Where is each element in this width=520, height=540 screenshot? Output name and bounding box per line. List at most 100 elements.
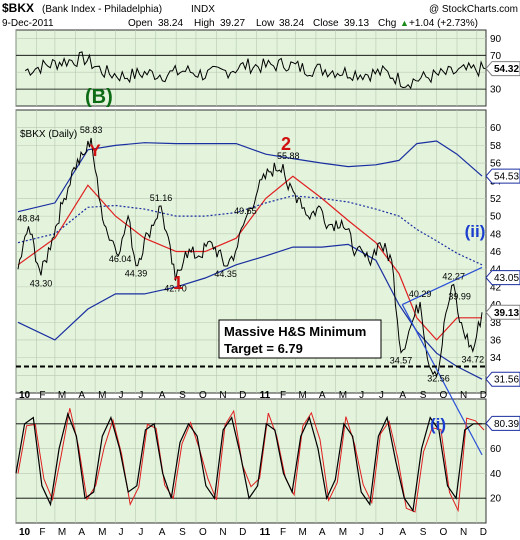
rsi-value-tag: 54.32 — [494, 64, 519, 75]
x-tick-label: D — [480, 390, 487, 401]
x-tick-label: J — [138, 390, 143, 401]
osc-value-tag-box — [485, 415, 520, 431]
x-tick-label: J — [138, 527, 143, 538]
wave-2-label: 2 — [281, 134, 291, 154]
osc-value-tag: 80.39 — [494, 419, 519, 430]
oscillator-signal-line — [17, 408, 485, 513]
wave-i-label: (i) — [430, 415, 446, 434]
price-y-tick-label: 50 — [490, 212, 502, 223]
price-label: 44.35 — [214, 269, 237, 279]
price-label: 48.84 — [17, 213, 40, 223]
price-label: 34.57 — [390, 356, 413, 366]
osc-y-tick-label: 40 — [490, 469, 502, 480]
x-tick-label: M — [298, 527, 306, 538]
price-y-tick-label: 36 — [490, 335, 502, 346]
price-y-tick-label: 48 — [490, 229, 502, 240]
x-tick-label: M — [58, 527, 66, 538]
x-tick-label: M — [58, 390, 66, 401]
price-value-tag-box — [485, 371, 520, 387]
x-tick-label: S — [420, 390, 427, 401]
rsi-line — [24, 51, 487, 90]
x-tick-label: A — [159, 390, 166, 401]
x-tick-label: S — [179, 527, 186, 538]
oscillator-panel — [15, 398, 487, 524]
x-tick-label: N — [460, 527, 467, 538]
index-name: (Bank Index - Philadelphia) — [42, 4, 162, 15]
x-tick-label: D — [239, 390, 246, 401]
price-value-tag: 54.53 — [494, 172, 519, 183]
x-tick-label: M — [339, 527, 347, 538]
x-tick-label: J — [119, 390, 124, 401]
exchange: INDX — [191, 4, 215, 15]
price-label: 46.04 — [109, 254, 132, 264]
trendline-lower — [401, 304, 483, 456]
rsi-y-tick-label: 90 — [490, 34, 502, 45]
price-value-tag-box — [485, 168, 520, 184]
symbol: $BKX — [2, 1, 34, 15]
x-tick-label: 10 — [19, 527, 31, 538]
x-tick-label: F — [39, 390, 45, 401]
price-y-tick-label: 38 — [490, 318, 502, 329]
chg-label: Chg — [378, 18, 396, 29]
x-tick-label: 11 — [260, 527, 271, 538]
chg-value: +1.04 (+2.73%) — [409, 18, 478, 29]
x-tick-label: F — [280, 390, 286, 401]
price-y-tick-label: 42 — [490, 282, 502, 293]
price-y-tick-label: 60 — [490, 123, 502, 134]
low-label: Low — [256, 18, 275, 29]
x-tick-label: A — [159, 527, 166, 538]
x-tick-label: A — [78, 390, 85, 401]
x-tick-label: 11 — [260, 390, 271, 401]
price-value-tag-box — [485, 270, 520, 286]
price-label: 58.83 — [80, 125, 103, 135]
osc-y-tick-label: 20 — [490, 494, 502, 505]
moving-average-line — [17, 175, 482, 341]
x-tick-label: D — [239, 527, 246, 538]
x-tick-label: S — [179, 390, 186, 401]
hs-callout-line2: Target = 6.79 — [224, 341, 303, 356]
price-label: 44.39 — [125, 269, 148, 279]
x-tick-label: S — [420, 527, 427, 538]
close-label: Close — [313, 18, 339, 29]
x-tick-label: O — [440, 390, 448, 401]
x-tick-label: N — [219, 527, 226, 538]
price-y-tick-label: 34 — [490, 353, 502, 364]
price-label: 51.16 — [150, 193, 173, 203]
source-label: @ StockCharts.com — [429, 4, 518, 15]
price-line — [17, 137, 483, 378]
price-label: 42.27 — [442, 271, 465, 281]
x-tick-label: O — [199, 390, 207, 401]
price-label: 55.88 — [277, 151, 300, 161]
price-label: 32.56 — [427, 373, 450, 383]
rsi-y-tick-label: 30 — [490, 85, 502, 96]
x-tick-label: M — [298, 390, 306, 401]
rsi-y-tick-label: 70 — [490, 51, 502, 62]
high-label: High — [194, 18, 215, 29]
open-value: 38.24 — [158, 18, 183, 29]
rsi-panel — [15, 29, 487, 107]
x-tick-label: O — [199, 527, 207, 538]
x-tick-label: A — [78, 527, 85, 538]
price-label: 34.72 — [462, 354, 485, 364]
x-tick-label: N — [219, 390, 226, 401]
open-label: Open — [128, 18, 152, 29]
x-tick-label: M — [98, 390, 106, 401]
x-tick-label: A — [399, 390, 406, 401]
price-y-tick-label: 52 — [490, 194, 502, 205]
low-value: 38.24 — [279, 18, 304, 29]
price-label: 39.99 — [448, 292, 471, 302]
x-tick-label: O — [440, 527, 448, 538]
close-value: 39.13 — [344, 18, 369, 29]
price-label: 43.30 — [30, 278, 53, 288]
x-tick-label: J — [119, 527, 124, 538]
trendline-upper — [402, 266, 483, 306]
price-value-tag-box — [485, 304, 520, 320]
price-y-tick-label: 46 — [490, 247, 502, 258]
lower-band-line — [17, 243, 483, 380]
x-tick-label: F — [280, 527, 286, 538]
price-y-tick-label: 58 — [490, 141, 502, 152]
wave-Y-label: Y — [89, 141, 101, 160]
rsi-value-tag-box — [485, 61, 520, 77]
wave-1-label: 1 — [173, 273, 183, 293]
